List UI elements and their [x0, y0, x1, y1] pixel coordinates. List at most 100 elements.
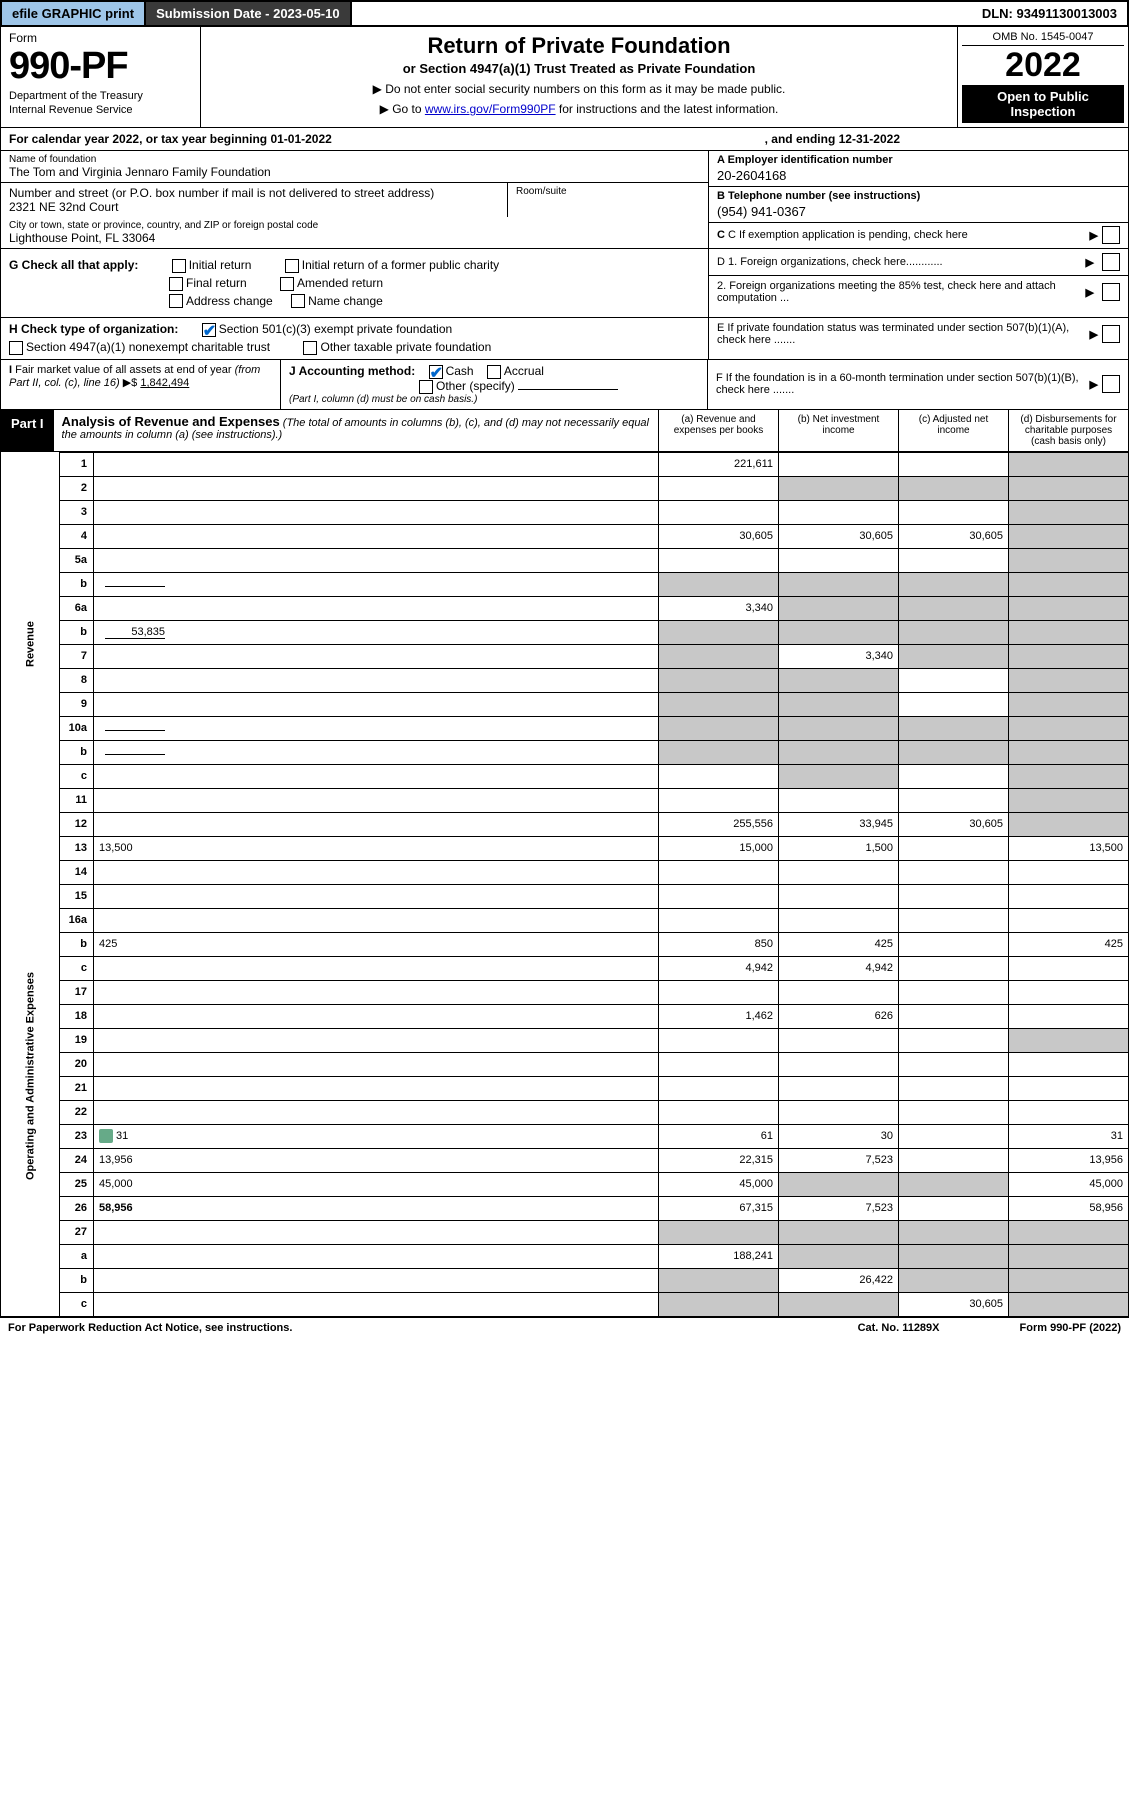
- col-d-value: [1009, 1076, 1129, 1100]
- table-row: Operating and Administrative Expenses131…: [1, 836, 1129, 860]
- row-description: 13,500: [94, 836, 659, 860]
- row-number: 23: [60, 1124, 94, 1148]
- e-checkbox[interactable]: [1102, 325, 1120, 343]
- col-a-value: [659, 1268, 779, 1292]
- row-number: 11: [60, 788, 94, 812]
- col-d-value: 13,956: [1009, 1148, 1129, 1172]
- 4947a1-checkbox[interactable]: [9, 341, 23, 355]
- row-number: 3: [60, 500, 94, 524]
- row-number: 17: [60, 980, 94, 1004]
- table-row: 17: [1, 980, 1129, 1004]
- col-a-value: [659, 1220, 779, 1244]
- col-c-value: [899, 476, 1009, 500]
- col-b-value: 3,340: [779, 644, 899, 668]
- d1-label: D 1. Foreign organizations, check here..…: [717, 256, 1082, 268]
- table-row: c: [1, 764, 1129, 788]
- col-c-value: [899, 1028, 1009, 1052]
- other-method-checkbox[interactable]: [419, 380, 433, 394]
- row-number: 4: [60, 524, 94, 548]
- col-b-value: [779, 572, 899, 596]
- col-a-value: [659, 788, 779, 812]
- col-b-value: [779, 1028, 899, 1052]
- col-b-value: [779, 1052, 899, 1076]
- col-d-value: [1009, 572, 1129, 596]
- address-change-checkbox[interactable]: [169, 294, 183, 308]
- row-number: b: [60, 932, 94, 956]
- row-number: 5a: [60, 548, 94, 572]
- table-row: b 53,835: [1, 620, 1129, 644]
- table-row: 11: [1, 788, 1129, 812]
- table-row: 2658,95667,3157,52358,956: [1, 1196, 1129, 1220]
- row-description: [94, 908, 659, 932]
- f-block: F If the foundation is in a 60-month ter…: [708, 360, 1128, 409]
- open-to-public: Open to Public Inspection: [962, 85, 1124, 123]
- table-row: b: [1, 740, 1129, 764]
- col-c-value: [899, 452, 1009, 476]
- col-b-value: [779, 908, 899, 932]
- row-description: [94, 1292, 659, 1316]
- col-b-value: 33,945: [779, 812, 899, 836]
- part1-header: Part I Analysis of Revenue and Expenses …: [0, 410, 1129, 452]
- efile-print-button[interactable]: efile GRAPHIC print: [2, 2, 146, 25]
- form-note-1: ▶ Do not enter social security numbers o…: [211, 82, 947, 96]
- cy-end: , and ending 12-31-2022: [765, 132, 900, 146]
- initial-former-checkbox[interactable]: [285, 259, 299, 273]
- col-a-value: 221,611: [659, 452, 779, 476]
- col-a-value: 850: [659, 932, 779, 956]
- d2-checkbox[interactable]: [1102, 283, 1120, 301]
- row-number: 8: [60, 668, 94, 692]
- col-d-value: [1009, 860, 1129, 884]
- dept-treasury: Department of the Treasury: [9, 90, 192, 102]
- table-row: 20: [1, 1052, 1129, 1076]
- name-change-checkbox[interactable]: [291, 294, 305, 308]
- attachment-icon[interactable]: [99, 1129, 113, 1143]
- amended-return-checkbox[interactable]: [280, 277, 294, 291]
- col-a-value: 255,556: [659, 812, 779, 836]
- part1-table: Revenue1221,61123430,60530,60530,6055ab …: [0, 452, 1129, 1317]
- col-d-value: [1009, 548, 1129, 572]
- table-row: 22: [1, 1100, 1129, 1124]
- col-a-value: 22,315: [659, 1148, 779, 1172]
- row-description: 45,000: [94, 1172, 659, 1196]
- d1-checkbox[interactable]: [1102, 253, 1120, 271]
- ein-value: 20-2604168: [717, 168, 1120, 183]
- col-a-value: [659, 668, 779, 692]
- col-c-value: [899, 572, 1009, 596]
- row-number: 22: [60, 1100, 94, 1124]
- col-d-value: [1009, 740, 1129, 764]
- col-b-value: [779, 548, 899, 572]
- final-return-checkbox[interactable]: [169, 277, 183, 291]
- col-d-value: [1009, 524, 1129, 548]
- col-d-value: [1009, 668, 1129, 692]
- table-row: 14: [1, 860, 1129, 884]
- col-c-value: [899, 836, 1009, 860]
- col-c-value: [899, 1004, 1009, 1028]
- table-row: 21: [1, 1076, 1129, 1100]
- col-d-value: [1009, 908, 1129, 932]
- col-c-value: [899, 716, 1009, 740]
- irs-link[interactable]: www.irs.gov/Form990PF: [425, 102, 556, 116]
- col-c-value: [899, 596, 1009, 620]
- other-taxable-checkbox[interactable]: [303, 341, 317, 355]
- col-d-value: 31: [1009, 1124, 1129, 1148]
- header-right: OMB No. 1545-0047 2022 Open to Public In…: [958, 27, 1128, 127]
- exemption-checkbox[interactable]: [1102, 226, 1120, 244]
- accrual-checkbox[interactable]: [487, 365, 501, 379]
- page-footer: For Paperwork Reduction Act Notice, see …: [0, 1317, 1129, 1338]
- col-d-value: 13,500: [1009, 836, 1129, 860]
- col-d-value: [1009, 692, 1129, 716]
- street-address-row: Number and street (or P.O. box number if…: [1, 183, 508, 217]
- initial-return-checkbox[interactable]: [172, 259, 186, 273]
- cash-checkbox[interactable]: [429, 365, 443, 379]
- row-number: c: [60, 1292, 94, 1316]
- row-number: 20: [60, 1052, 94, 1076]
- f-checkbox[interactable]: [1102, 375, 1120, 393]
- col-b-value: [779, 764, 899, 788]
- 501c3-checkbox[interactable]: [202, 323, 216, 337]
- row-number: 24: [60, 1148, 94, 1172]
- col-d-value: [1009, 980, 1129, 1004]
- part1-label: Part I: [1, 410, 54, 451]
- col-c-value: [899, 908, 1009, 932]
- fmv-value: 1,842,494: [140, 377, 189, 389]
- phone-value: (954) 941-0367: [717, 204, 1120, 219]
